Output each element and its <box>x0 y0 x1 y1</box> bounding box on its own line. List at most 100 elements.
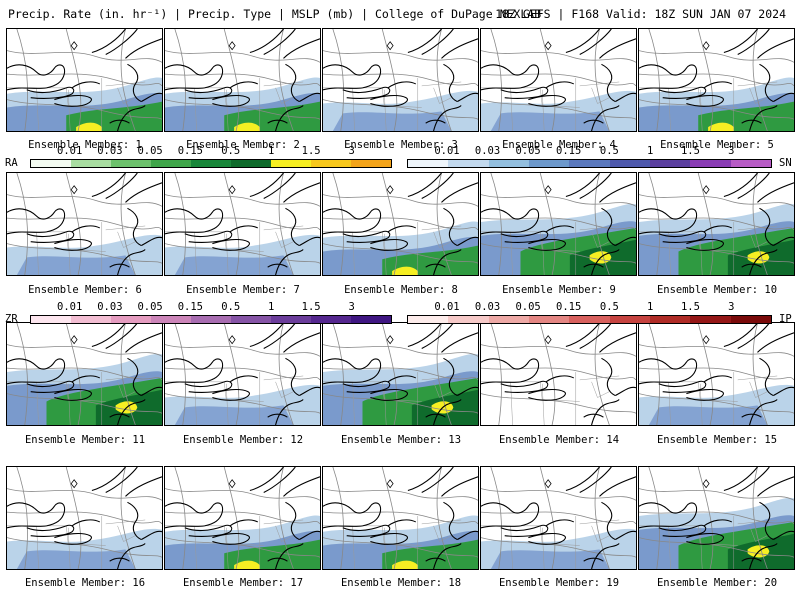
color-swatch <box>31 316 71 323</box>
precip-map-graphic <box>639 467 794 569</box>
precip-map-graphic <box>323 173 478 275</box>
precip-map-graphic <box>165 467 320 569</box>
rain-tick-label: 1 <box>268 145 275 157</box>
rain-tick-label: 1.5 <box>301 145 321 157</box>
ensemble-member-label: Ensemble Member: 15 <box>656 434 778 446</box>
sleet-tick-label: 1.5 <box>680 301 700 313</box>
color-swatch <box>111 316 151 323</box>
snow-tick-label: 0.15 <box>556 145 582 157</box>
freezing-rain-tick-label: 1 <box>268 301 275 313</box>
precip-map-graphic <box>165 323 320 425</box>
ensemble-member-map <box>480 172 637 276</box>
ensemble-member-map <box>638 322 795 426</box>
color-swatch <box>569 160 610 167</box>
color-swatch <box>609 316 650 323</box>
ensemble-member-map <box>638 28 795 132</box>
ensemble-member-map <box>6 28 163 132</box>
rain-tick-label: 0.15 <box>177 145 203 157</box>
color-swatch <box>649 160 691 167</box>
rain-code: RA <box>5 157 18 169</box>
ensemble-member-label: Ensemble Member: 18 <box>340 577 462 589</box>
color-swatch <box>730 160 771 167</box>
color-swatch <box>690 316 731 323</box>
ensemble-member-map <box>480 28 637 132</box>
map-header: Precip. Rate (in. hr⁻¹) | Precip. Type |… <box>0 0 800 26</box>
color-swatch <box>31 160 71 167</box>
sleet-tick-label: 0.03 <box>474 301 501 313</box>
color-swatch <box>730 316 771 323</box>
precip-map-graphic <box>7 467 162 569</box>
sleet-color-bar <box>407 315 772 324</box>
precip-map-graphic <box>165 173 320 275</box>
rain-tick-label: 0.05 <box>137 145 163 157</box>
sleet-tick-label: 0.15 <box>556 301 582 313</box>
snow-tick-label: 1 <box>647 145 654 157</box>
snow-code: SN <box>779 157 792 169</box>
sleet-tick-label: 3 <box>728 301 735 313</box>
color-swatch <box>528 160 570 167</box>
color-swatch <box>111 160 151 167</box>
color-swatch <box>191 160 231 167</box>
snow-tick-label: 0.05 <box>515 145 541 157</box>
product-title: Precip. Rate (in. hr⁻¹) | Precip. Type |… <box>8 7 542 21</box>
ensemble-member-label: Ensemble Member: 6 <box>28 284 142 296</box>
ensemble-member-map <box>480 322 637 426</box>
ensemble-member-map <box>480 466 637 570</box>
color-swatch <box>528 316 570 323</box>
ensemble-member-map <box>6 466 163 570</box>
ensemble-member-label: Ensemble Member: 12 <box>182 434 304 446</box>
precip-map-graphic <box>481 323 636 425</box>
freezing-rain-sleet-legend: ZR IP 0.01 0.03 0.05 0.15 0.5 1 1.5 3 0.01 0.03 0.… <box>0 297 800 327</box>
color-swatch <box>488 316 529 323</box>
precip-map-graphic <box>323 323 478 425</box>
rain-tick-label: 0.01 <box>57 145 83 157</box>
precip-map-graphic <box>165 29 320 131</box>
ensemble-member-label: Ensemble Member: 10 <box>656 284 778 296</box>
ensemble-member-label: Ensemble Member: 5 <box>660 139 774 151</box>
color-swatch <box>448 160 489 167</box>
ensemble-member-label: Ensemble Member: 3 <box>344 139 458 151</box>
color-swatch <box>448 316 489 323</box>
ensemble-member-map <box>322 466 479 570</box>
ensemble-member-label: Ensemble Member: 2 <box>186 139 300 151</box>
freezing-rain-color-bar <box>30 315 392 324</box>
run-valid-time: 18Z GEFS | F168 Valid: 18Z SUN JAN 07 20… <box>495 7 786 21</box>
rain-tick-label: 0.5 <box>221 145 241 157</box>
precip-map-graphic <box>7 29 162 131</box>
color-swatch <box>311 316 351 323</box>
snow-tick-label: 0.03 <box>474 145 501 157</box>
freezing-rain-tick-label: 0.05 <box>137 301 163 313</box>
freezing-rain-code: ZR <box>5 313 18 325</box>
color-swatch <box>408 316 449 323</box>
freezing-rain-tick-label: 0.5 <box>221 301 241 313</box>
snow-color-bar <box>407 159 772 168</box>
ensemble-member-label: Ensemble Member: 11 <box>24 434 146 446</box>
ensemble-member-label: Ensemble Member: 20 <box>656 577 778 589</box>
freezing-rain-tick-label: 0.15 <box>177 301 203 313</box>
color-swatch <box>271 160 311 167</box>
color-swatch <box>690 160 731 167</box>
ensemble-member-map <box>164 322 321 426</box>
snow-tick-label: 0.01 <box>434 145 460 157</box>
freezing-rain-tick-label: 0.01 <box>57 301 83 313</box>
rain-tick-label: 0.03 <box>97 145 123 157</box>
sleet-code: IP <box>779 313 792 325</box>
freezing-rain-tick-label: 1.5 <box>301 301 321 313</box>
ensemble-member-map <box>164 466 321 570</box>
color-swatch <box>488 160 529 167</box>
color-swatch <box>408 160 449 167</box>
sleet-tick-label: 0.5 <box>599 301 619 313</box>
ensemble-member-map <box>164 172 321 276</box>
ensemble-member-label: Ensemble Member: 9 <box>502 284 616 296</box>
color-swatch <box>151 160 191 167</box>
ensemble-member-map <box>638 172 795 276</box>
snow-tick-label: 1.5 <box>680 145 700 157</box>
rain-color-bar <box>30 159 392 168</box>
color-swatch <box>271 316 311 323</box>
precip-map-graphic <box>639 173 794 275</box>
ensemble-member-map <box>6 322 163 426</box>
ensemble-member-label: Ensemble Member: 7 <box>186 284 300 296</box>
rain-tick-label: 3 <box>348 145 355 157</box>
sleet-tick-label: 0.01 <box>434 301 460 313</box>
ensemble-member-map <box>638 466 795 570</box>
